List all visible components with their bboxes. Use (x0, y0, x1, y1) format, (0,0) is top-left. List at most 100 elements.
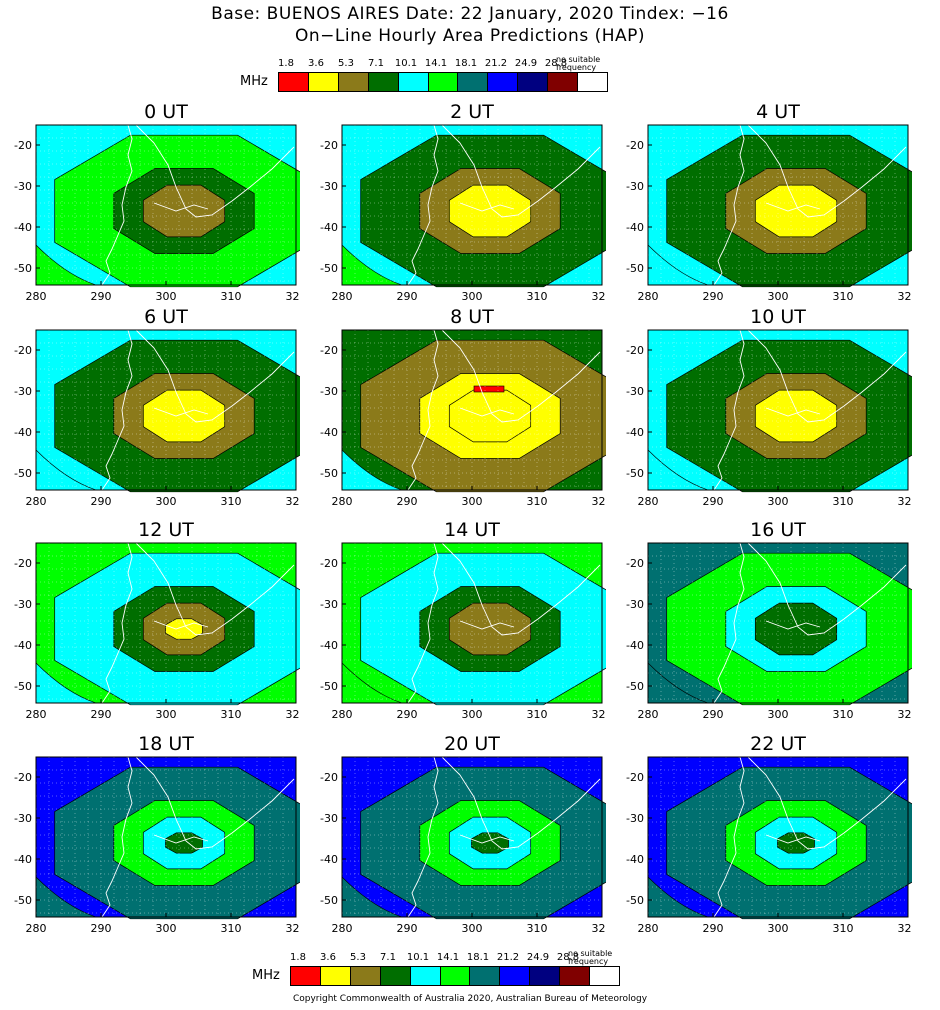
x-tick-label: 290 (397, 922, 418, 935)
page-subtitle: On−Line Hourly Area Predictions (HAP) (294, 26, 646, 46)
legend-tick: 14.1 (424, 58, 448, 69)
legend-swatch (440, 967, 471, 985)
x-tick-label: 310 (221, 922, 242, 935)
panel-title: 18 UT (138, 733, 194, 755)
y-tick-label: -50 (320, 467, 338, 480)
x-tick-label: 300 (156, 922, 177, 935)
page-title: Base: BUENOS AIRES Date: 22 January, 202… (211, 4, 729, 24)
y-tick-label: -40 (14, 639, 32, 652)
map-panel: -20 -30 -40 -50 280 290 300 310 320 (320, 124, 606, 303)
x-tick-label: 280 (332, 290, 353, 303)
y-tick-label: -40 (320, 639, 338, 652)
contour-core (754, 389, 838, 443)
legend-tick: 28.8 (556, 952, 580, 963)
river-outline (765, 620, 821, 630)
map-panel: -20 -30 -40 -50 280 290 300 310 320 (320, 542, 606, 721)
coastline (101, 124, 133, 286)
legend-tick: 7.1 (368, 58, 384, 69)
contour-core (754, 602, 838, 656)
panel-title: 10 UT (750, 306, 806, 328)
legend-tick: 21.2 (484, 58, 508, 69)
legend-bottom: MHz 1.8 3.6 5.3 7.1 10.1 14.1 18.1 21.2 24.9 28.8 n… (252, 950, 622, 990)
river-outline (153, 202, 209, 212)
legend-swatch (320, 967, 351, 985)
y-tick-label: -30 (320, 598, 338, 611)
x-tick-label: 280 (332, 922, 353, 935)
x-tick-label: 290 (397, 495, 418, 508)
legend-swatch (428, 73, 459, 91)
legend-swatch (350, 967, 381, 985)
copyright-text: Copyright Commonwealth of Australia 2020… (292, 994, 648, 1004)
x-tick-label: 290 (703, 495, 724, 508)
x-tick-label: 320 (898, 922, 913, 935)
y-tick-label: -40 (320, 853, 338, 866)
y-tick-label: -50 (14, 262, 32, 275)
x-tick-label: 290 (703, 290, 724, 303)
x-tick-label: 300 (768, 922, 789, 935)
contour-core (754, 184, 838, 238)
y-tick-label: -20 (14, 771, 32, 784)
contour-core (448, 602, 532, 656)
legend-swatch (398, 73, 429, 91)
legend-ticks: 1.8 3.6 5.3 7.1 10.1 14.1 18.1 21.2 24.9 28.8 (278, 58, 608, 72)
river-outline (153, 407, 209, 417)
panel-title: 0 UT (144, 101, 188, 123)
river-outline (765, 407, 821, 417)
coastline (441, 756, 601, 850)
x-tick-label: 290 (91, 922, 112, 935)
x-tick-label: 280 (638, 708, 659, 721)
legend-color-bar (290, 966, 620, 986)
legend-top: MHz 1.8 3.6 5.3 7.1 10.1 14.1 18.1 21.2 24.9 28.8 n… (240, 56, 610, 96)
y-tick-label: -50 (14, 680, 32, 693)
map-panel: -20 -30 -40 -50 280 290 300 310 320 (14, 124, 300, 303)
legend-unit: MHz (252, 968, 280, 983)
legend-swatch (548, 73, 579, 91)
y-tick-label: -30 (320, 812, 338, 825)
y-tick-label: -20 (626, 139, 644, 152)
y-tick-label: -20 (320, 139, 338, 152)
map-panel: -20 -30 -40 -50 280 290 300 310 320 (626, 329, 912, 508)
y-tick-label: -40 (14, 853, 32, 866)
x-tick-label: 290 (91, 495, 112, 508)
map-panel: -20 -30 -40 -50 280 290 300 310 320 (626, 756, 913, 935)
coastline (135, 756, 295, 850)
x-tick-label: 300 (768, 495, 789, 508)
x-tick-label: 290 (91, 708, 112, 721)
river-outline (459, 620, 515, 630)
y-tick-label: -40 (14, 426, 32, 439)
coastline (407, 329, 439, 491)
x-tick-label: 280 (638, 290, 659, 303)
x-tick-label: 310 (833, 708, 854, 721)
contour-core (142, 184, 226, 238)
x-tick-label: 310 (221, 708, 242, 721)
legend-tick: 24.9 (526, 952, 550, 963)
coastline (101, 756, 133, 918)
y-tick-label: -50 (320, 680, 338, 693)
river-outline (459, 407, 515, 417)
x-tick-label: 310 (221, 495, 242, 508)
y-tick-label: -50 (320, 262, 338, 275)
legend-swatch (518, 73, 549, 91)
legend-tick: 7.1 (380, 952, 396, 963)
y-tick-label: -30 (14, 812, 32, 825)
panel-title: 4 UT (756, 101, 800, 123)
x-tick-label: 280 (26, 290, 47, 303)
legend-color-bar (278, 72, 608, 92)
y-tick-label: -30 (626, 385, 644, 398)
x-tick-label: 290 (703, 922, 724, 935)
coastline (135, 124, 295, 218)
x-tick-label: 310 (833, 495, 854, 508)
y-tick-label: -50 (626, 467, 644, 480)
river-outline (459, 202, 515, 212)
legend-tick: 21.2 (496, 952, 520, 963)
x-tick-label: 300 (462, 922, 483, 935)
map-panel: -20 -30 -40 -50 280 290 300 310 320 (14, 329, 300, 508)
y-tick-label: -40 (320, 221, 338, 234)
x-tick-label: 300 (462, 495, 483, 508)
river-outline (459, 834, 515, 844)
x-tick-label: 280 (638, 922, 659, 935)
coastline (407, 124, 439, 286)
coastline (407, 542, 439, 704)
x-tick-label: 280 (332, 495, 353, 508)
legend-tick: 10.1 (394, 58, 418, 69)
